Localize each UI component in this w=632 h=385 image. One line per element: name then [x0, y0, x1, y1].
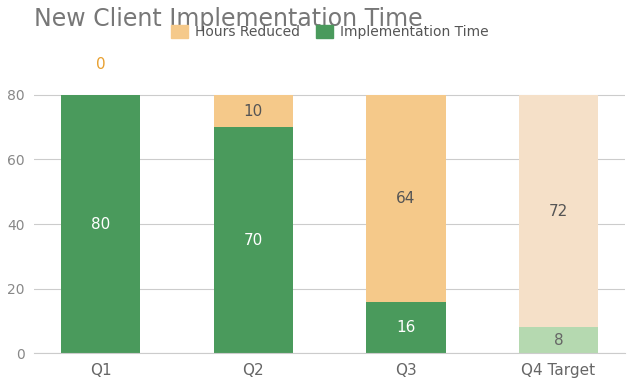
Text: 72: 72 — [549, 204, 568, 219]
Text: 64: 64 — [396, 191, 416, 206]
Bar — [214, 127, 293, 353]
Text: 10: 10 — [244, 104, 263, 119]
Text: 70: 70 — [244, 233, 263, 248]
Text: 80: 80 — [91, 217, 111, 232]
Bar — [214, 95, 293, 127]
Text: 8: 8 — [554, 333, 563, 348]
Bar — [367, 95, 446, 301]
Legend: Hours Reduced, Implementation Time: Hours Reduced, Implementation Time — [171, 25, 489, 39]
Bar — [519, 328, 599, 353]
Text: 0: 0 — [96, 57, 106, 72]
Bar — [519, 95, 599, 328]
Bar — [367, 301, 446, 353]
Text: 16: 16 — [396, 320, 416, 335]
Bar — [61, 95, 140, 353]
Text: New Client Implementation Time: New Client Implementation Time — [34, 7, 423, 31]
